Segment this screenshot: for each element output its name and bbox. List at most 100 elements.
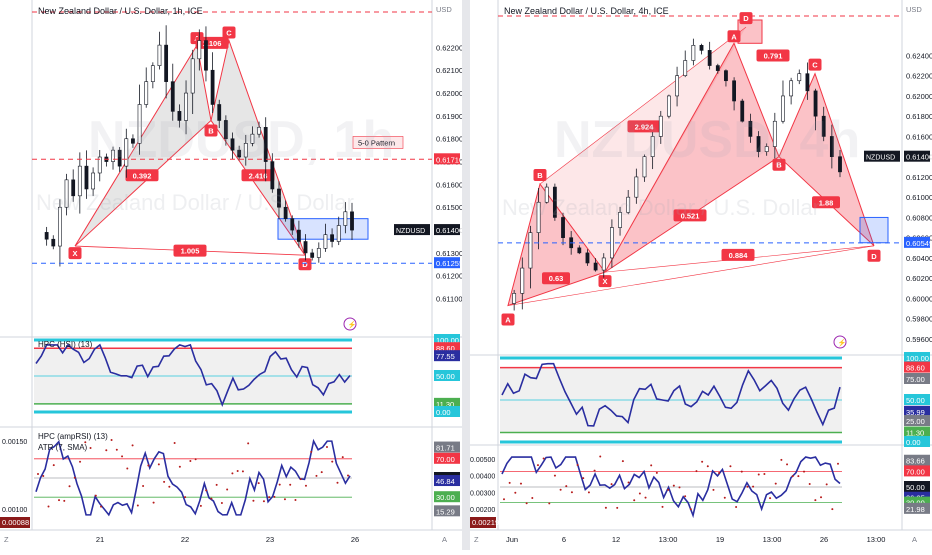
ratio-label-bg (673, 209, 707, 222)
candle-body (84, 165, 89, 190)
x-tick-label: 12 (612, 535, 620, 544)
atr-dot (604, 506, 607, 509)
atr-dot (142, 484, 145, 487)
candle-body (170, 81, 175, 112)
atr-dot (536, 464, 539, 467)
atr-dot (548, 502, 551, 505)
y-tick-label: 0.61800 (436, 135, 462, 144)
candle-body (51, 238, 56, 247)
atr-dot (587, 491, 590, 494)
watermark-name-right: New Zealand Dollar / U.S. Dollar (502, 195, 820, 220)
chart-canvas-left[interactable]: USD 0.62200 0.62100 0.62000 0.61900 0.61800 0.… (0, 0, 463, 550)
chart-panel-right[interactable]: USD 0.62400 0.62200 0.62000 0.61800 0.61600 0.… (470, 0, 932, 550)
x-tick-label: 22 (181, 535, 189, 544)
footer-z-button: Z (4, 535, 9, 544)
atr-dot (582, 477, 585, 480)
candle-body (44, 232, 49, 240)
atr-dot (42, 474, 45, 477)
atr-title-left: ATR (7, SMA) (38, 443, 88, 452)
atr-dot (661, 505, 664, 508)
atr-dot (52, 464, 55, 467)
y-tick-label: 0.61500 (436, 203, 462, 212)
candle-body (618, 212, 622, 228)
y-tick-label: 0.62200 (906, 72, 932, 81)
y-tick-label: 0.62200 (436, 43, 462, 52)
atr-dot (215, 483, 218, 486)
y-tick-label: 0.61300 (436, 249, 462, 258)
candle-body (111, 149, 115, 162)
amp-tag: 30.00 (436, 493, 455, 502)
atr-dot (837, 462, 839, 465)
atr-dot (131, 444, 134, 447)
amp-tag-bg (904, 481, 930, 492)
amp-tag-bg (434, 491, 460, 503)
chart-panel-left[interactable]: USD 0.62200 0.62100 0.62000 0.61900 0.61800 0.… (0, 0, 463, 550)
candle-body (204, 40, 208, 71)
atr-dot (163, 480, 166, 483)
atr-dot (803, 470, 806, 473)
candle-body (296, 229, 301, 242)
amp-tag-bg (434, 452, 460, 464)
point-label-bg (501, 313, 515, 326)
atr-dot (304, 484, 307, 487)
candle-body (257, 127, 261, 135)
footer-z-button: Z (474, 535, 479, 544)
y-tick-label: 0.60000 (906, 294, 932, 303)
candle-body (512, 293, 517, 304)
x-tick-label: 13:00 (763, 535, 782, 544)
candle-body (137, 104, 142, 144)
candle-body (813, 90, 818, 117)
watermark-symbol-left: NZDUSD, 1h (88, 111, 395, 169)
point-b-label-bg (204, 124, 218, 137)
candle-body (310, 252, 315, 258)
lightning-icon-glyph: ⚡ (838, 338, 847, 347)
candle-body (544, 186, 549, 203)
ratio-label: 1.005 (181, 247, 200, 256)
ratio-label-bg (627, 120, 661, 133)
atr-dot (247, 442, 250, 445)
x-tick-label: 13:00 (659, 535, 678, 544)
atr-dot (294, 498, 297, 501)
atr-dot (593, 469, 596, 472)
lightning-icon-glyph: ⚡ (348, 320, 357, 329)
amp-tag-bg (904, 465, 930, 477)
candle-body (520, 267, 525, 294)
price-tag-bg (904, 236, 930, 248)
candle-body (536, 201, 541, 233)
hsi-tag: 77.55 (436, 352, 455, 361)
candle-body (270, 161, 275, 190)
x-tick-label: 6 (562, 535, 566, 544)
atr-dot (173, 442, 176, 445)
candle-body (724, 70, 728, 82)
footer-auto-button: A (912, 535, 917, 544)
atr-dot (168, 485, 171, 488)
candle-body (184, 92, 188, 121)
prz-box (859, 216, 889, 244)
lightning-icon[interactable] (833, 335, 847, 349)
candle-body (642, 156, 647, 178)
candle-body (144, 81, 149, 105)
atr-dot (283, 498, 286, 501)
atr-dot (320, 471, 323, 474)
watermark-name-left: New Zealand Dollar / U.S. Dollar (36, 190, 354, 215)
point-label-bg (867, 249, 881, 262)
candle-body (157, 44, 162, 66)
atr-dot (273, 495, 276, 498)
ratio-label: 0.884 (729, 251, 749, 260)
candle-body (675, 75, 679, 97)
candle-body (237, 149, 242, 158)
candle-body (150, 65, 155, 82)
atr-dot (701, 460, 704, 463)
ratio-label-bg (721, 248, 755, 261)
amp-left-tag: 0.00219 (472, 518, 499, 527)
lightning-icon[interactable] (343, 317, 357, 331)
amp-left-tick: 0.00500 (470, 457, 495, 464)
panel-divider (462, 0, 470, 550)
point-label-bg (533, 169, 547, 182)
pattern-note: 5-0 Pattern (358, 138, 395, 147)
candle-body (336, 225, 341, 242)
chart-canvas-right[interactable]: USD 0.62400 0.62200 0.62000 0.61800 0.61600 0.… (470, 0, 932, 550)
atr-dot (633, 499, 636, 502)
amp-left-tick: 0.00300 (470, 490, 495, 497)
amp-tag-bg (434, 441, 460, 453)
